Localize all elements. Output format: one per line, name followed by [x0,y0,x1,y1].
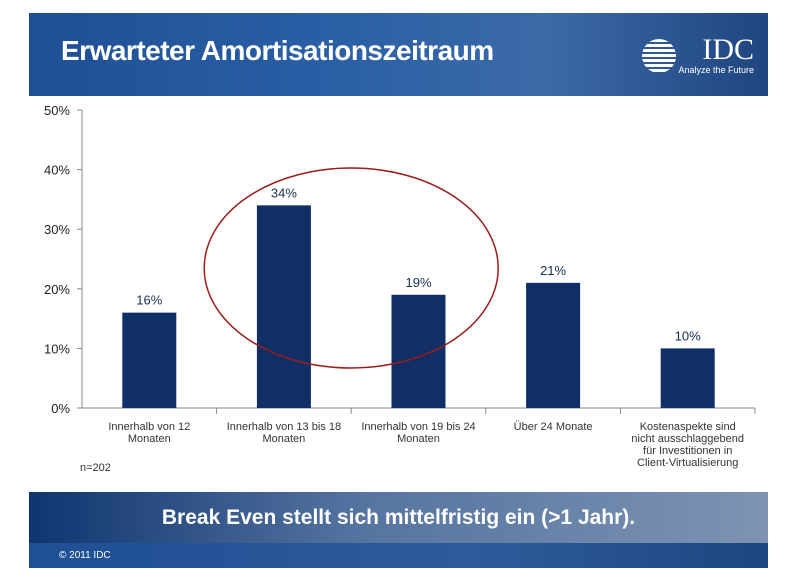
slide-title: Erwarteter Amortisationszeitraum [61,35,494,66]
y-tick-label: 50% [44,103,70,118]
x-tick-label: Kostenaspekte sind nicht ausschlaggebend f… [631,421,744,469]
copyright: © 2011 IDC [59,550,111,561]
y-tick-label: 0% [51,401,70,416]
highlight-ellipse [203,167,499,369]
y-tick-label: 30% [44,222,70,237]
bar [256,205,311,408]
data-label: 10% [675,328,701,343]
x-tick-label: Über 24 Monate [514,421,593,433]
bar [526,282,581,408]
y-tick-label: 10% [44,341,70,356]
idc-globe-icon [642,39,676,73]
data-label: 21% [540,263,566,278]
y-tick-label: 40% [44,163,70,178]
data-label: 16% [136,293,162,308]
conclusion-banner: Break Even stellt sich mittelfristig ein… [29,492,768,543]
data-label: 19% [405,275,431,290]
footer: © 2011 IDC [29,543,768,568]
header-banner: Erwarteter Amortisationszeitraum IDC Anal… [29,13,768,96]
idc-logo: IDC Analyze the Future [678,33,754,76]
x-tick-label: Innerhalb von 19 bis 24 Monaten [361,421,475,445]
data-label: 34% [271,185,297,200]
sample-size-note: n=202 [80,462,111,474]
bar [660,348,715,408]
x-tick-label: Innerhalb von 13 bis 18 Monaten [227,421,341,445]
bar [391,294,446,408]
bar [122,312,177,408]
y-tick-label: 20% [44,282,70,297]
x-tick-label: Innerhalb von 12 Monaten [108,421,190,445]
